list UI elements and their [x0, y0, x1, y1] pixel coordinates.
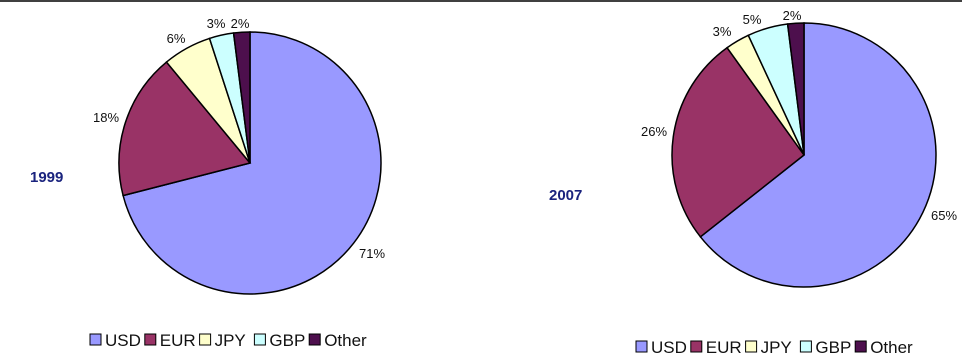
legend-label-other: Other [324, 331, 367, 350]
legend-label-other: Other [870, 338, 913, 354]
legend-swatch-gbp [253, 333, 266, 346]
chart-year-label: 2007 [549, 187, 582, 204]
legend-label-eur: EUR [706, 338, 742, 354]
pie-chart-1999: 71% 18% 6% 3% 2% 1999 USD EUR JPY GBP Other [30, 16, 385, 350]
slice-eur [671, 46, 806, 238]
percent-label-usd: 65% [931, 208, 957, 223]
slice-usd [122, 31, 382, 295]
slice-eur [118, 61, 252, 197]
percent-label-gbp: 3% [207, 16, 226, 31]
percent-label-eur: 26% [641, 124, 667, 139]
legend-label-usd: USD [651, 338, 687, 354]
legend-label-eur: EUR [160, 331, 196, 350]
percent-label-other: 2% [231, 16, 250, 31]
percent-label-usd: 71% [359, 246, 385, 261]
legend-swatch-other [854, 340, 867, 353]
percent-label-other: 2% [783, 8, 802, 23]
top-border [0, 0, 962, 2]
slice-other [232, 31, 251, 164]
percent-label-jpy: 3% [713, 24, 732, 39]
legend-swatch-gbp [799, 340, 812, 353]
legend-swatch-usd [635, 340, 648, 353]
slice-other [786, 22, 805, 156]
legend-swatch-usd [89, 333, 102, 346]
percent-label-jpy: 6% [167, 31, 186, 46]
pie-chart-2007: 65% 26% 3% 5% 2% 2007 USD EUR JPY GBP Other [549, 8, 957, 354]
legend-label-usd: USD [105, 331, 141, 350]
legend-swatch-eur [690, 340, 703, 353]
legend-swatch-eur [144, 333, 157, 346]
slice-usd [699, 22, 937, 288]
percent-label-eur: 18% [93, 110, 119, 125]
legend-swatch-jpy [745, 340, 758, 353]
legend-label-jpy: JPY [761, 338, 792, 354]
legend-label-gbp: GBP [815, 338, 851, 354]
chart-year-label: 1999 [30, 169, 63, 186]
legend-swatch-jpy [199, 333, 212, 346]
legend-swatch-other [308, 333, 321, 346]
legend-label-jpy: JPY [215, 331, 246, 350]
legend-label-gbp: GBP [269, 331, 305, 350]
percent-label-gbp: 5% [743, 12, 762, 27]
